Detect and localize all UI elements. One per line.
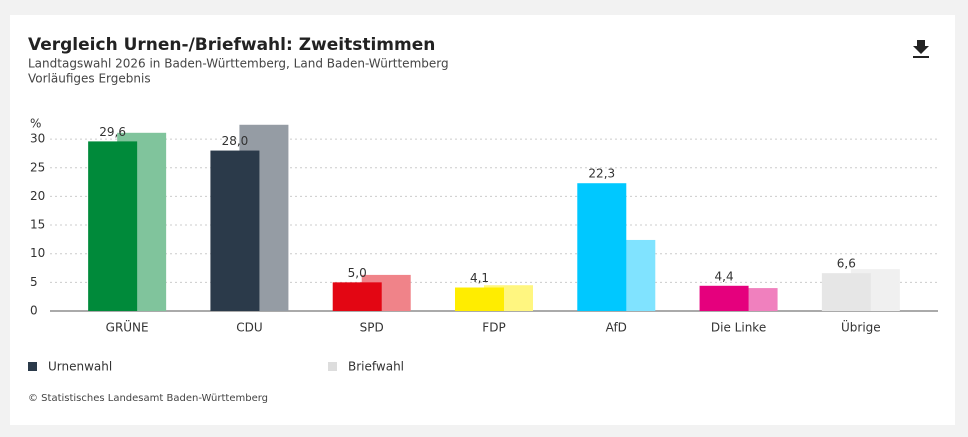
x-tick-label: FDP [482,321,505,335]
legend-swatch [328,362,337,371]
download-icon[interactable] [913,40,929,58]
card [10,15,955,425]
value-label: 22,3 [588,167,615,181]
y-tick-label: 5 [30,275,38,289]
legend-label: Urnenwahl [48,360,112,374]
y-tick-label: 30 [30,132,45,146]
y-unit: % [30,117,41,131]
x-tick-label: SPD [360,321,384,335]
bar [821,273,871,311]
x-tick-label: Die Linke [711,321,766,335]
x-tick-label: Übrige [841,319,881,335]
y-tick-label: 15 [30,218,45,232]
value-label: 6,6 [837,257,856,271]
value-label: 29,6 [99,125,126,139]
y-tick-label: 25 [30,160,45,174]
y-tick-label: 10 [30,246,45,260]
bar [210,150,260,311]
value-label: 4,4 [715,269,734,283]
legend-swatch [28,362,37,371]
bar [332,282,382,311]
bar [455,287,504,311]
subtitle: Vorläufiges Ergebnis [28,72,151,86]
value-label: 4,1 [470,271,489,285]
y-tick-label: 0 [30,304,38,318]
source: © Statistisches Landesamt Baden-Württemb… [28,393,268,404]
x-tick-label: GRÜNE [106,319,149,335]
legend-label: Briefwahl [348,360,404,374]
bar [577,183,627,311]
bar [699,285,749,311]
subtitle: Landtagswahl 2026 in Baden-Württemberg, … [28,57,449,71]
bar [88,141,138,311]
x-tick-label: CDU [236,321,262,335]
value-label: 5,0 [348,266,367,280]
x-tick-label: AfD [606,321,627,335]
value-label: 28,0 [222,134,249,148]
download-button[interactable] [913,40,929,58]
y-tick-label: 20 [30,189,45,203]
chart-title: Vergleich Urnen-/Briefwahl: Zweitstimmen [28,35,435,55]
